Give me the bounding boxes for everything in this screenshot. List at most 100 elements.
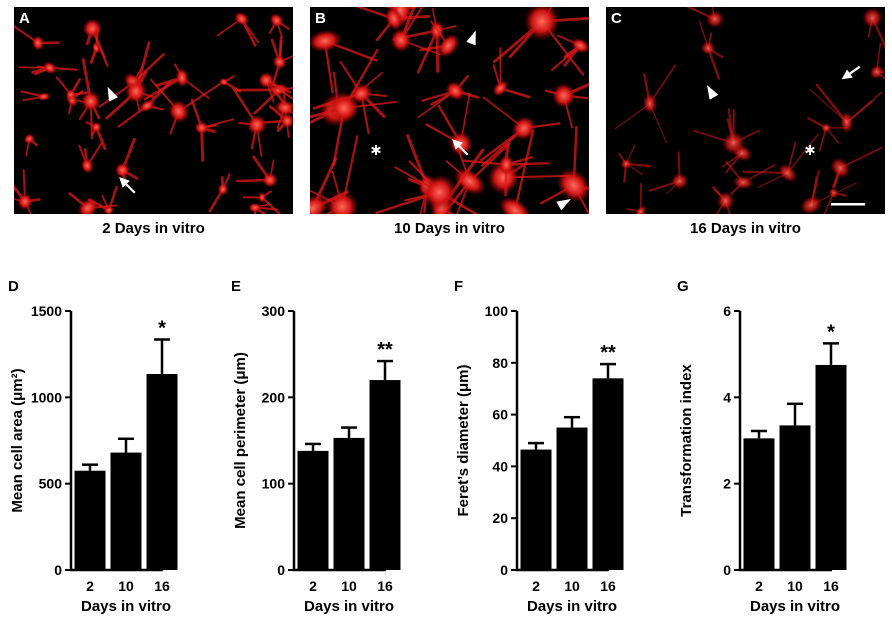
cell: [105, 41, 155, 120]
caption-2-days: 2 Days in vitro: [102, 220, 205, 237]
cell: [143, 63, 210, 101]
y-tick-label: 60: [492, 407, 508, 423]
cell: [692, 108, 760, 155]
panel-letter: E: [231, 278, 241, 295]
y-tick-label: 200: [262, 389, 286, 405]
bar-2: [743, 438, 775, 570]
caption-16-days: 16 Days in vitro: [690, 220, 801, 237]
cell: [614, 64, 677, 144]
y-tick-label: 100: [262, 476, 286, 492]
x-tick-label: 2: [309, 578, 317, 594]
micrograph-2-days: [14, 7, 293, 214]
cell: [254, 105, 293, 132]
cell: [257, 72, 293, 106]
significance-marker: *: [827, 321, 835, 343]
arrowhead-marker: [107, 86, 119, 102]
cell: [626, 182, 647, 214]
cell: [20, 90, 51, 102]
caption-10-days: 10 Days in vitro: [394, 220, 505, 237]
cell: [390, 7, 441, 56]
cell: [544, 82, 589, 129]
bar-2: [520, 449, 552, 570]
cell: [242, 190, 281, 214]
y-tick-label: 2: [723, 476, 731, 492]
arrow-marker: [119, 177, 136, 194]
significance-marker: *: [158, 317, 166, 339]
y-tick-label: 4: [723, 389, 731, 405]
micrograph-image-c: [614, 7, 885, 214]
x-axis-label: Days in vitro: [304, 598, 394, 615]
cell: [55, 76, 89, 101]
cell: [462, 154, 550, 197]
cell: [117, 81, 172, 128]
cell: [310, 48, 397, 167]
bar-16: [146, 374, 178, 570]
x-axis-label: Days in vitro: [750, 598, 840, 615]
y-axis-label: Transformation index: [678, 364, 695, 517]
y-axis-label: Mean cell area (μm²): [9, 368, 26, 512]
y-axis-label: Feret’s diameter (μm): [455, 364, 472, 516]
cell: [687, 7, 725, 29]
y-axis-label: Mean cell perimeter (μm): [232, 352, 249, 529]
y-tick-label: 0: [500, 562, 508, 578]
chart-ferets-diameter: F 0 20 40 60 80 100 Feret’s diameter (μm) 2 10 ** 1…: [454, 278, 624, 615]
cell: [208, 173, 231, 213]
bar-16: [592, 378, 624, 570]
chart-mean-cell-area: D 0 500 1000 1500 Mean cell area (μm²) 2 10 * 16 D…: [8, 278, 178, 615]
x-tick-label: 10: [341, 578, 357, 594]
panel-letter: F: [454, 278, 463, 295]
cell: [248, 202, 279, 214]
cell: [310, 157, 349, 214]
cell: [698, 20, 724, 80]
cell: [78, 58, 101, 140]
cell: [89, 26, 101, 64]
cell: [78, 142, 103, 174]
x-tick-label: 10: [118, 578, 134, 594]
panel-letter-c: C: [611, 10, 622, 27]
cell: [807, 117, 848, 152]
cell: [800, 170, 857, 214]
cell: [375, 160, 479, 214]
y-tick-label: 20: [492, 510, 508, 526]
y-tick-label: 0: [277, 562, 285, 578]
x-tick-label: 2: [755, 578, 763, 594]
bar-10: [779, 425, 811, 570]
significance-marker: **: [377, 339, 393, 361]
cell: [18, 61, 78, 76]
cell: [861, 7, 885, 49]
cell: [270, 36, 293, 86]
panel-letter: D: [8, 278, 19, 295]
bar-10: [333, 437, 365, 570]
arrowhead-marker: [707, 85, 719, 100]
arrow-marker: [841, 65, 861, 80]
cell: [85, 121, 107, 151]
cell: [493, 7, 589, 76]
panel-letter-a: A: [19, 10, 30, 27]
panel-letter: G: [677, 278, 689, 295]
x-tick-label: 16: [600, 578, 616, 594]
micrograph-16-days: [606, 7, 885, 214]
cell: [268, 12, 290, 37]
cell: [551, 34, 589, 71]
x-tick-label: 2: [86, 578, 94, 594]
micrograph-image-a: [14, 11, 293, 214]
y-tick-label: 500: [39, 476, 63, 492]
significance-marker: **: [600, 342, 616, 364]
chart-mean-cell-perimeter: E 0 100 200 300 Mean cell perimeter (μm) 2 10 **…: [231, 278, 401, 615]
cell: [711, 186, 735, 214]
x-tick-label: 16: [154, 578, 170, 594]
cell: [216, 11, 260, 47]
cell: [190, 98, 235, 162]
cell: [87, 185, 118, 214]
micrograph-image-b: [310, 7, 589, 214]
cell: [617, 144, 652, 183]
cell: [14, 169, 41, 214]
cell: [419, 20, 460, 58]
cell: [742, 133, 819, 189]
bar-16: [369, 380, 401, 570]
asterisk-marker: [805, 145, 815, 155]
x-tick-label: 2: [532, 578, 540, 594]
y-tick-label: 6: [723, 303, 731, 319]
arrowhead-marker: [556, 199, 571, 211]
x-tick-label: 10: [787, 578, 803, 594]
